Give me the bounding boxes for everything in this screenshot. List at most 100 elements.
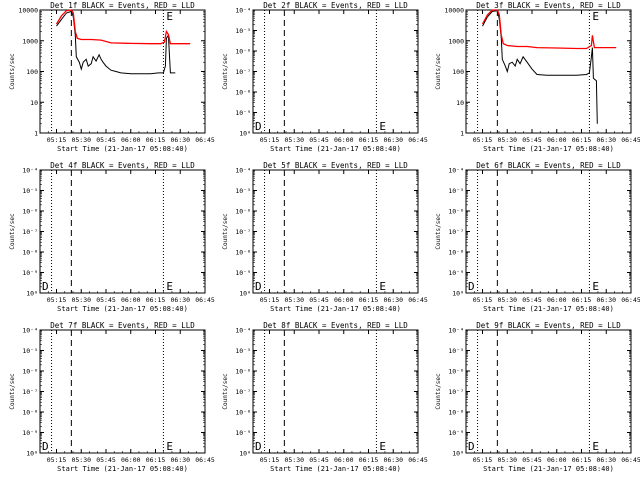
x-tick-label: 05:30 xyxy=(497,456,517,464)
x-axis-label: Start Time (21-Jan-17 05:08:40) xyxy=(57,145,188,153)
y-axis-label: Counts/sec xyxy=(222,373,229,410)
end-marker: E xyxy=(379,440,386,453)
y-tick-label: 10⁻⁸ xyxy=(235,89,251,97)
x-tick-label: 06:00 xyxy=(334,456,354,464)
y-tick-label: 10⁻⁹ xyxy=(235,109,251,117)
x-tick-label: 06:30 xyxy=(596,296,616,304)
x-tick-label: 06:45 xyxy=(195,456,215,464)
panel-title: Det 7f BLACK = Events, RED = LLD xyxy=(50,321,195,330)
plot-frame xyxy=(39,329,206,454)
x-tick-label: 05:15 xyxy=(47,456,67,464)
x-tick-label: 06:15 xyxy=(146,456,166,464)
x-tick-label: 05:15 xyxy=(260,136,280,144)
plot-frame xyxy=(39,9,206,134)
y-tick-label: 10⁰ xyxy=(239,450,251,458)
plot-frame xyxy=(252,329,419,454)
y-tick-label: 10⁻⁴ xyxy=(235,7,251,15)
y-tick-label: 10⁻⁹ xyxy=(235,269,251,277)
y-axis-label: Counts/sec xyxy=(435,373,442,410)
series-line-events xyxy=(56,10,176,75)
y-tick-label: 10⁻⁹ xyxy=(448,429,464,437)
plot-frame xyxy=(465,169,632,294)
y-tick-label: 10⁻⁵ xyxy=(22,187,38,195)
x-tick-label: 06:30 xyxy=(170,296,190,304)
x-tick-label: 05:30 xyxy=(284,456,304,464)
x-tick-label: 05:15 xyxy=(47,136,67,144)
y-axis-label: Counts/sec xyxy=(222,53,229,90)
y-tick-label: 10⁻⁷ xyxy=(22,228,38,236)
x-tick-label: 05:15 xyxy=(473,136,493,144)
x-tick-label: 06:45 xyxy=(408,456,428,464)
x-tick-label: 06:00 xyxy=(121,456,141,464)
y-tick-label: 10⁻⁵ xyxy=(235,347,251,355)
y-axis-label: Counts/sec xyxy=(222,213,229,250)
x-tick-label: 05:30 xyxy=(71,456,91,464)
y-tick-label: 10⁻⁶ xyxy=(22,368,38,376)
x-tick-label: 06:00 xyxy=(121,296,141,304)
plot-frame xyxy=(465,329,632,454)
end-marker: E xyxy=(592,440,599,453)
y-tick-label: 10⁻⁷ xyxy=(235,388,251,396)
x-tick-label: 05:30 xyxy=(497,136,517,144)
y-tick-label: 10⁻⁴ xyxy=(448,327,464,335)
y-tick-label: 10⁻⁹ xyxy=(448,269,464,277)
y-tick-label: 10⁻⁷ xyxy=(235,68,251,76)
start-marker: D xyxy=(255,440,262,453)
y-tick-label: 10⁻⁴ xyxy=(235,327,251,335)
y-tick-label: 10⁻⁶ xyxy=(448,368,464,376)
panel-title: Det 4f BLACK = Events, RED = LLD xyxy=(50,161,195,170)
plot-frame xyxy=(252,169,419,294)
y-tick-label: 10⁻⁶ xyxy=(235,208,251,216)
panel-title: Det 2f BLACK = Events, RED = LLD xyxy=(263,1,408,10)
x-axis-label: Start Time (21-Jan-17 05:08:40) xyxy=(483,305,614,313)
y-tick-label: 10⁰ xyxy=(239,130,251,138)
y-tick-label: 10⁻⁶ xyxy=(235,368,251,376)
x-tick-label: 06:00 xyxy=(547,136,567,144)
y-tick-label: 10⁻⁷ xyxy=(448,228,464,236)
x-axis-label: Start Time (21-Jan-17 05:08:40) xyxy=(270,145,401,153)
x-tick-label: 06:15 xyxy=(359,296,379,304)
x-tick-label: 06:30 xyxy=(170,136,190,144)
y-tick-label: 10⁻⁷ xyxy=(448,388,464,396)
x-tick-label: 06:00 xyxy=(334,296,354,304)
y-tick-label: 1000 xyxy=(22,37,38,45)
y-tick-label: 10⁰ xyxy=(239,290,251,298)
detector-panel: Det 9f BLACK = Events, RED = LLD 10⁻⁴ 10⁻⁵… xyxy=(435,321,640,473)
end-marker: E xyxy=(379,120,386,133)
y-tick-label: 1 xyxy=(460,130,464,138)
x-axis-label: Start Time (21-Jan-17 05:08:40) xyxy=(483,145,614,153)
start-marker: D xyxy=(468,440,475,453)
y-tick-label: 10⁻⁹ xyxy=(22,269,38,277)
y-tick-label: 10⁻⁶ xyxy=(235,48,251,56)
x-tick-label: 05:30 xyxy=(284,136,304,144)
end-marker: E xyxy=(592,280,599,293)
y-tick-label: 10⁻⁴ xyxy=(448,167,464,175)
x-tick-label: 05:45 xyxy=(309,136,329,144)
x-tick-label: 06:00 xyxy=(121,136,141,144)
x-tick-label: 06:00 xyxy=(547,456,567,464)
detector-panel: Det 2f BLACK = Events, RED = LLD 10⁻⁴ 10⁻⁵… xyxy=(222,1,428,153)
x-tick-label: 06:45 xyxy=(195,136,215,144)
panel-title: Det 1f BLACK = Events, RED = LLD xyxy=(50,1,195,10)
y-tick-label: 10⁻⁵ xyxy=(448,347,464,355)
x-tick-label: 06:30 xyxy=(383,296,403,304)
x-tick-label: 06:45 xyxy=(408,136,428,144)
plot-frame xyxy=(39,169,206,294)
y-tick-label: 10⁻⁸ xyxy=(235,409,251,417)
x-tick-label: 06:30 xyxy=(383,456,403,464)
y-tick-label: 10⁻⁶ xyxy=(448,208,464,216)
y-tick-label: 10⁻⁶ xyxy=(22,208,38,216)
start-marker: D xyxy=(468,280,475,293)
x-tick-label: 05:15 xyxy=(260,456,280,464)
end-marker: E xyxy=(379,280,386,293)
y-tick-label: 10000 xyxy=(444,7,464,15)
y-axis-label: Counts/sec xyxy=(9,213,16,250)
x-tick-label: 06:00 xyxy=(334,136,354,144)
y-tick-label: 10⁻⁸ xyxy=(448,249,464,257)
panel-title: Det 5f BLACK = Events, RED = LLD xyxy=(263,161,408,170)
y-tick-label: 10⁰ xyxy=(452,290,464,298)
start-marker: D xyxy=(255,280,262,293)
x-tick-label: 06:00 xyxy=(547,296,567,304)
detector-panel: Det 7f BLACK = Events, RED = LLD 10⁻⁴ 10⁻⁵… xyxy=(9,321,215,473)
x-tick-label: 06:15 xyxy=(572,296,592,304)
